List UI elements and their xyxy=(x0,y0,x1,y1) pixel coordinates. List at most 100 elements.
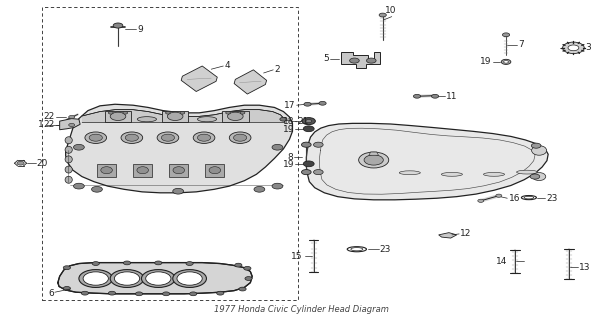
Circle shape xyxy=(124,261,131,265)
Polygon shape xyxy=(181,66,217,92)
Circle shape xyxy=(92,262,99,266)
Circle shape xyxy=(359,152,389,168)
Text: 10: 10 xyxy=(385,6,396,15)
Circle shape xyxy=(478,199,484,202)
Circle shape xyxy=(136,292,143,296)
Circle shape xyxy=(216,291,224,295)
Text: 3: 3 xyxy=(586,43,591,52)
Circle shape xyxy=(233,134,247,141)
Circle shape xyxy=(245,276,252,280)
Ellipse shape xyxy=(65,156,72,163)
Bar xyxy=(42,7,298,300)
Circle shape xyxy=(163,292,170,296)
Circle shape xyxy=(501,59,511,64)
Circle shape xyxy=(180,112,185,114)
Circle shape xyxy=(530,174,540,179)
Polygon shape xyxy=(169,164,188,177)
Ellipse shape xyxy=(532,146,547,155)
Text: 1977 Honda Civic Cylinder Head Diagram: 1977 Honda Civic Cylinder Head Diagram xyxy=(214,305,389,314)
Text: 4: 4 xyxy=(224,61,230,70)
Text: 23: 23 xyxy=(380,245,391,254)
Circle shape xyxy=(155,261,162,265)
Polygon shape xyxy=(66,104,292,193)
Circle shape xyxy=(189,292,197,296)
Circle shape xyxy=(306,120,312,123)
Polygon shape xyxy=(222,111,248,123)
Circle shape xyxy=(367,58,376,63)
Polygon shape xyxy=(97,164,116,177)
Polygon shape xyxy=(205,164,224,177)
Text: 1: 1 xyxy=(38,120,44,130)
Circle shape xyxy=(496,194,502,197)
Polygon shape xyxy=(369,152,379,155)
Circle shape xyxy=(166,112,171,114)
Polygon shape xyxy=(133,164,153,177)
Text: 20: 20 xyxy=(37,159,48,168)
Ellipse shape xyxy=(441,172,463,176)
Circle shape xyxy=(254,187,265,192)
Text: 9: 9 xyxy=(137,25,143,34)
Circle shape xyxy=(244,267,251,270)
Circle shape xyxy=(110,112,126,121)
Ellipse shape xyxy=(209,167,221,174)
Circle shape xyxy=(303,161,314,167)
Circle shape xyxy=(74,183,84,189)
Circle shape xyxy=(226,112,230,114)
Text: 17: 17 xyxy=(284,101,295,110)
Circle shape xyxy=(172,188,183,194)
Text: 19: 19 xyxy=(283,160,294,169)
Circle shape xyxy=(81,291,89,295)
Ellipse shape xyxy=(484,172,505,176)
Circle shape xyxy=(172,270,206,287)
Circle shape xyxy=(432,94,438,98)
Circle shape xyxy=(280,117,287,121)
Circle shape xyxy=(69,123,75,126)
Circle shape xyxy=(414,94,421,98)
Circle shape xyxy=(146,272,171,285)
Circle shape xyxy=(304,102,311,106)
Text: 12: 12 xyxy=(460,229,472,238)
Circle shape xyxy=(113,23,123,28)
Ellipse shape xyxy=(351,248,363,251)
Circle shape xyxy=(227,112,243,121)
Polygon shape xyxy=(438,233,456,238)
Polygon shape xyxy=(234,70,267,94)
Circle shape xyxy=(240,112,245,114)
Ellipse shape xyxy=(197,117,216,122)
Text: 11: 11 xyxy=(446,92,458,101)
Circle shape xyxy=(79,270,113,287)
Ellipse shape xyxy=(173,167,185,174)
Circle shape xyxy=(83,272,109,285)
Circle shape xyxy=(314,142,323,147)
Circle shape xyxy=(186,262,193,266)
Circle shape xyxy=(229,132,251,143)
Circle shape xyxy=(125,134,139,141)
Circle shape xyxy=(162,134,174,141)
Ellipse shape xyxy=(522,196,537,200)
Ellipse shape xyxy=(65,146,72,153)
Circle shape xyxy=(115,272,140,285)
Circle shape xyxy=(531,143,541,148)
Circle shape xyxy=(502,33,510,37)
Circle shape xyxy=(364,155,384,165)
Circle shape xyxy=(193,132,215,143)
Circle shape xyxy=(272,183,283,189)
Circle shape xyxy=(168,112,183,121)
Circle shape xyxy=(197,134,210,141)
Circle shape xyxy=(239,287,246,291)
Circle shape xyxy=(563,42,584,53)
Circle shape xyxy=(17,161,24,165)
Circle shape xyxy=(568,45,579,51)
Circle shape xyxy=(177,272,202,285)
Text: 13: 13 xyxy=(579,263,591,272)
Text: 21: 21 xyxy=(297,117,309,126)
Circle shape xyxy=(109,112,113,114)
Circle shape xyxy=(235,263,242,267)
Ellipse shape xyxy=(65,166,72,173)
Text: 6: 6 xyxy=(48,289,54,298)
Ellipse shape xyxy=(399,171,420,175)
Circle shape xyxy=(92,187,103,192)
Circle shape xyxy=(110,270,144,287)
Ellipse shape xyxy=(137,167,148,174)
Ellipse shape xyxy=(524,196,534,199)
